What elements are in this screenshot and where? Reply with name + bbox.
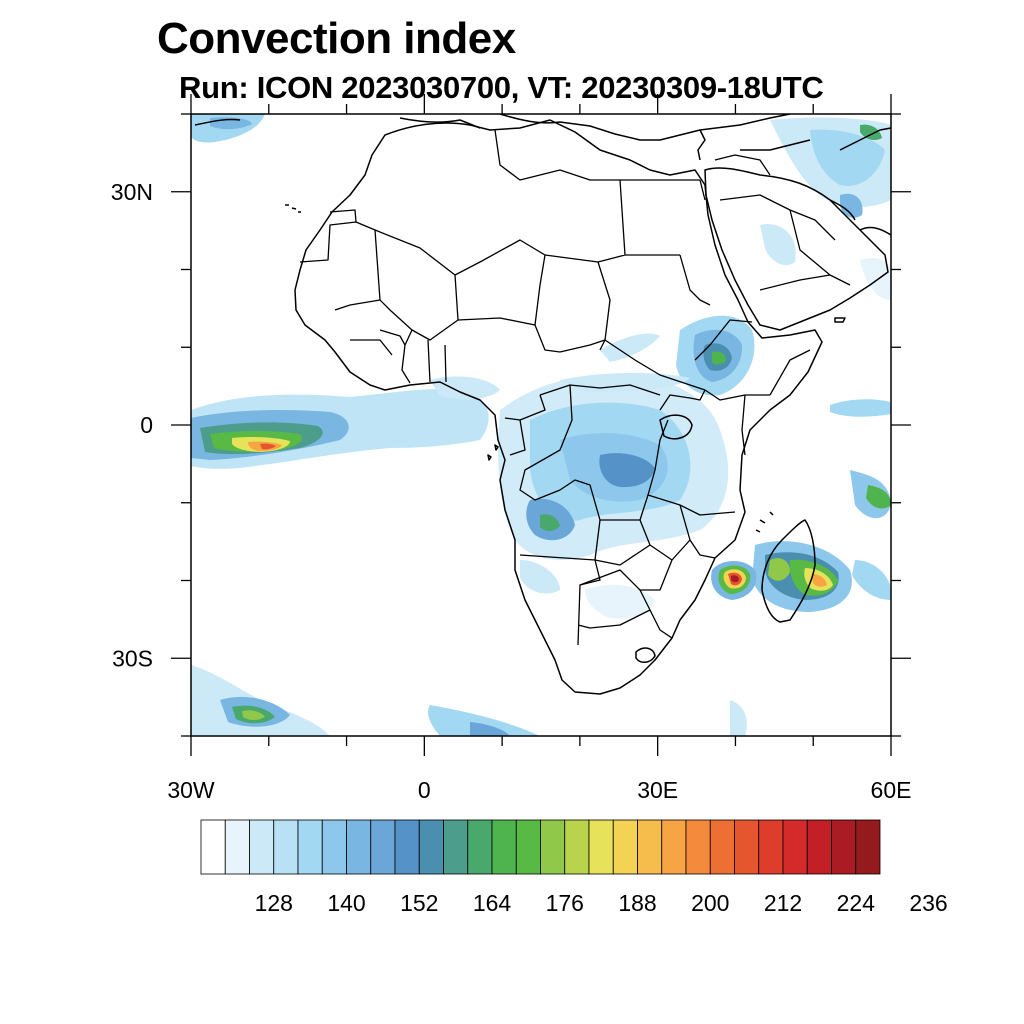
colorbar-swatch [224,819,250,875]
colorbar-swatch [418,819,444,875]
lon-tick-label: 0 [418,777,431,803]
colorbar-swatch [661,819,687,875]
colorbar-label: 224 [837,890,876,916]
colorbar-swatch [515,819,541,875]
mediterranean-coast [194,114,791,141]
lon-tick-label: 30E [637,777,678,803]
colorbar-swatch [685,819,711,875]
colorbar-swatch [855,819,881,875]
colorbar-swatch [709,819,735,875]
madagascar-coastline [761,519,816,623]
convection-field [191,114,891,736]
colorbar-label: 152 [400,890,438,916]
map-axes: 30W 0 30E 60E 30N 0 30S [111,94,912,803]
colorbar-label: 164 [473,890,512,916]
colorbar-swatch [273,819,299,875]
colorbar: 128 140 152 164 176 188 200 212 224 236 [200,819,948,916]
colorbar-swatch [734,819,760,875]
colorbar-swatch [370,819,396,875]
colorbar-swatch [612,819,638,875]
colorbar-label: 188 [618,890,656,916]
colorbar-swatch [782,819,808,875]
colorbar-swatch [806,819,832,875]
colorbar-swatch [200,819,226,875]
colorbar-swatch [394,819,420,875]
colorbar-label: 236 [909,890,947,916]
colorbar-swatch [491,819,517,875]
colorbar-swatch [564,819,590,875]
colorbar-swatch [588,819,614,875]
colorbar-swatch [758,819,784,875]
colorbar-label: 140 [327,890,365,916]
colorbar-swatch [637,819,663,875]
chart-title: Convection index [157,14,516,63]
chart-subtitle: Run: ICON 2023030700, VT: 20230309-18UTC [179,70,824,105]
colorbar-swatch [297,819,323,875]
coastlines-and-borders [194,114,891,695]
lat-tick-label: 0 [140,412,153,438]
arabia-coastline [704,167,889,331]
colorbar-swatch [249,819,275,875]
colorbar-label: 200 [691,890,729,916]
colorbar-label: 128 [255,890,293,916]
colorbar-label: 212 [764,890,802,916]
lon-tick-label: 30W [167,777,215,803]
colorbar-swatch [831,819,857,875]
lon-tick-label: 60E [871,777,912,803]
colorbar-swatch [321,819,347,875]
colorbar-swatch [443,819,469,875]
colorbar-label: 176 [546,890,584,916]
colorbar-swatch [467,819,493,875]
colorbar-swatch [346,819,372,875]
lat-tick-label: 30N [111,179,153,205]
lat-tick-label: 30S [112,645,153,671]
colorbar-swatch [540,819,566,875]
country-borders [299,129,811,646]
